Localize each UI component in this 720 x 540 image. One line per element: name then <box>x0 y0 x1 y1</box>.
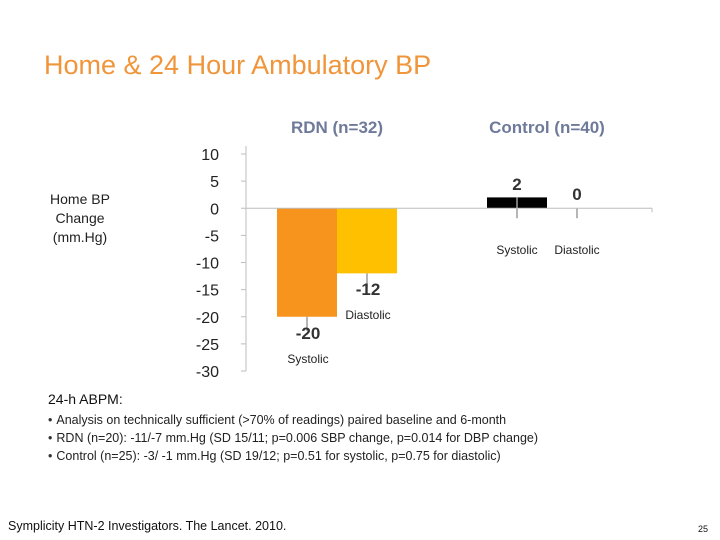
value-label: 0 <box>572 185 581 204</box>
y-axis-label-line-1: Home BP <box>50 191 110 207</box>
value-label: -20 <box>296 324 321 343</box>
y-tick-label: -25 <box>196 337 219 354</box>
y-tick-label: -15 <box>196 283 219 300</box>
value-label: 2 <box>512 175 521 194</box>
citation: Symplicity HTN-2 Investigators. The Lanc… <box>8 519 287 533</box>
y-axis-label: Home BP Change (mm.Hg) <box>30 190 130 247</box>
y-axis-label-line-3: (mm.Hg) <box>52 229 108 245</box>
abpm-bullet: Analysis on technically sufficient (>70%… <box>48 411 538 429</box>
y-tick-label: -30 <box>196 364 219 381</box>
abpm-bullet-list: Analysis on technically sufficient (>70%… <box>48 411 538 465</box>
category-label: Diastolic <box>554 243 599 257</box>
group-label: RDN (n=32) <box>291 118 383 137</box>
y-tick-label: -20 <box>196 310 219 327</box>
y-tick-label: -5 <box>205 228 219 245</box>
y-tick-label: -10 <box>196 256 219 273</box>
y-axis-label-line-2: Change <box>55 210 105 226</box>
category-label: Systolic <box>287 352 328 366</box>
value-label: -12 <box>356 280 381 299</box>
abpm-bullet: RDN (n=20): -11/-7 mm.Hg (SD 15/11; p=0.… <box>48 429 538 447</box>
y-tick-label: 10 <box>201 147 219 164</box>
category-label: Diastolic <box>345 308 390 322</box>
y-tick-label: 5 <box>210 174 219 191</box>
group-label: Control (n=40) <box>489 118 605 137</box>
page-number: 25 <box>697 524 708 534</box>
abpm-heading: 24-h ABPM: <box>48 391 123 407</box>
page-title: Home & 24 Hour Ambulatory BP <box>44 50 432 80</box>
bar-0-1 <box>337 208 397 274</box>
bar-0-0 <box>277 208 337 317</box>
y-tick-label: 0 <box>210 201 219 218</box>
category-label: Systolic <box>496 243 537 257</box>
abpm-bullet: Control (n=25): -3/ -1 mm.Hg (SD 19/12; … <box>48 447 538 465</box>
